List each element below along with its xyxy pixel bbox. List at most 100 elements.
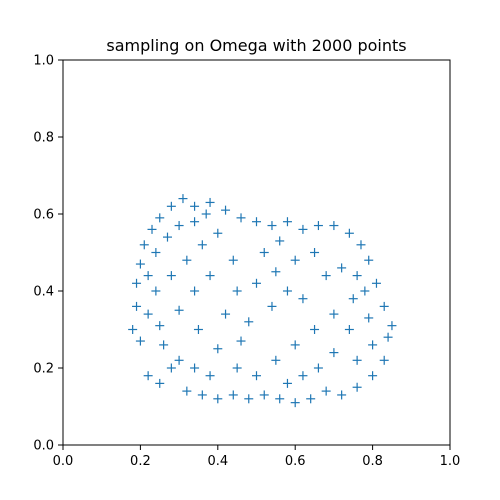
- scatter-point: [143, 371, 153, 381]
- scatter-point: [228, 390, 238, 400]
- scatter-point: [197, 240, 207, 250]
- y-tick-label: 0.2: [33, 362, 54, 377]
- points-layer: [128, 194, 397, 408]
- scatter-point: [162, 232, 172, 242]
- scatter-point: [329, 221, 339, 231]
- scatter-point: [344, 228, 354, 238]
- scatter-point: [193, 325, 203, 334]
- scatter-point: [371, 278, 381, 288]
- scatter-point: [147, 224, 157, 234]
- scatter-point: [352, 355, 362, 365]
- scatter-point: [364, 255, 374, 265]
- scatter-point: [267, 221, 277, 231]
- scatter-point: [329, 348, 339, 358]
- x-tick-label: 1.0: [440, 454, 461, 469]
- scatter-point: [135, 336, 145, 346]
- scatter-point: [379, 355, 389, 365]
- scatter-point: [151, 248, 161, 257]
- scatter-point: [143, 271, 153, 281]
- scatter-point: [379, 301, 389, 311]
- scatter-point: [313, 363, 323, 373]
- scatter-point: [232, 286, 242, 296]
- scatter-point: [252, 278, 261, 288]
- scatter-point: [267, 301, 277, 311]
- scatter-point: [383, 332, 393, 342]
- scatter-point: [190, 217, 200, 227]
- scatter-point: [321, 386, 331, 396]
- scatter-point: [282, 217, 292, 227]
- scatter-point: [174, 305, 184, 315]
- scatter-point: [275, 236, 285, 246]
- scatter-point: [356, 240, 366, 250]
- scatter-point: [197, 390, 207, 400]
- scatter-point: [143, 309, 153, 319]
- scatter-point: [290, 340, 300, 350]
- scatter-point: [337, 263, 347, 273]
- scatter-point: [213, 344, 223, 354]
- scatter-point: [306, 394, 316, 404]
- y-tick-label: 0.8: [33, 131, 54, 146]
- scatter-point: [221, 309, 231, 319]
- scatter-point: [155, 213, 165, 223]
- scatter-point: [271, 267, 281, 277]
- scatter-point: [352, 382, 362, 392]
- x-tick-label: 0.2: [130, 454, 151, 469]
- y-tick-label: 0.0: [33, 439, 54, 454]
- x-tick-label: 0.4: [207, 454, 228, 469]
- scatter-point: [236, 336, 246, 346]
- scatter-point: [128, 325, 138, 334]
- scatter-point: [368, 340, 378, 350]
- scatter-point: [344, 325, 354, 334]
- scatter-point: [155, 321, 165, 331]
- x-tick-label: 0.0: [53, 454, 74, 469]
- scatter-point: [213, 228, 223, 238]
- scatter-point: [252, 217, 261, 227]
- scatter-point: [329, 309, 339, 319]
- scatter-point: [166, 363, 176, 373]
- scatter-point: [232, 363, 242, 373]
- scatter-point: [290, 398, 300, 408]
- scatter-point: [182, 255, 192, 265]
- scatter-point: [221, 205, 231, 215]
- scatter-point: [174, 355, 184, 365]
- scatter-point: [310, 248, 320, 257]
- scatter-point: [205, 271, 215, 281]
- scatter-point: [132, 278, 142, 288]
- scatter-point: [190, 363, 200, 373]
- scatter-point: [236, 213, 246, 223]
- scatter-point: [298, 371, 308, 381]
- scatter-point: [201, 209, 211, 219]
- scatter-point: [244, 394, 254, 404]
- scatter-point: [290, 255, 300, 265]
- x-tick-label: 0.6: [285, 454, 306, 469]
- scatter-point: [275, 394, 285, 404]
- chart-title: sampling on Omega with 2000 points: [106, 36, 406, 55]
- scatter-point: [360, 286, 370, 296]
- x-axis: 0.0 0.2 0.4 0.6 0.8 1.0: [53, 445, 461, 469]
- scatter-point: [298, 294, 308, 304]
- scatter-point: [271, 355, 281, 365]
- scatter-point: [364, 313, 374, 323]
- scatter-point: [252, 371, 261, 381]
- y-tick-label: 0.4: [33, 285, 54, 300]
- scatter-point: [139, 240, 149, 250]
- scatter-point: [368, 371, 378, 381]
- scatter-point: [213, 394, 223, 404]
- scatter-point: [174, 221, 184, 231]
- scatter-point: [166, 201, 176, 211]
- scatter-point: [387, 321, 397, 331]
- scatter-point: [259, 390, 269, 400]
- scatter-point: [298, 224, 308, 234]
- scatter-point: [205, 371, 215, 381]
- scatter-point: [337, 390, 347, 400]
- scatter-point: [228, 255, 238, 265]
- scatter-point: [132, 301, 142, 311]
- scatter-point: [313, 221, 323, 231]
- axes-frame: [62, 59, 451, 446]
- scatter-point: [155, 378, 165, 388]
- scatter-point: [259, 248, 269, 257]
- scatter-point: [205, 197, 215, 207]
